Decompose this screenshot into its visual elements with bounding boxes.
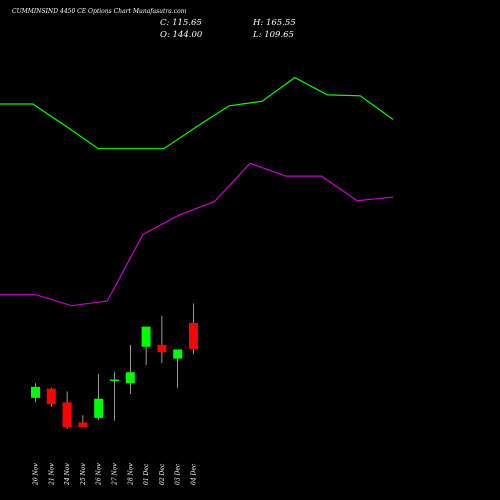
x-tick-label: 20 Nov bbox=[33, 463, 40, 486]
x-tick-label: 21 Nov bbox=[48, 463, 55, 486]
candle bbox=[125, 344, 135, 395]
x-tick-label: 04 Dec bbox=[191, 463, 198, 485]
candle-body bbox=[157, 344, 167, 353]
x-tick-label: 24 Nov bbox=[64, 463, 71, 486]
x-tick-label: 25 Nov bbox=[80, 463, 87, 486]
candle bbox=[46, 387, 56, 407]
candle bbox=[94, 374, 104, 420]
candle bbox=[189, 303, 198, 355]
candle-body bbox=[94, 398, 104, 418]
candle-body bbox=[62, 402, 72, 428]
candle-body bbox=[31, 386, 40, 398]
candle bbox=[157, 315, 167, 364]
candle-body bbox=[125, 372, 135, 384]
candle bbox=[173, 349, 183, 388]
x-tick-label: 01 Dec bbox=[143, 463, 150, 485]
candle-body bbox=[141, 326, 151, 347]
candle bbox=[78, 415, 88, 428]
candle-body bbox=[78, 422, 88, 428]
close-value: C: 115.65 bbox=[160, 18, 202, 28]
candle bbox=[62, 391, 72, 429]
candle bbox=[110, 372, 119, 421]
x-tick-label: 26 Nov bbox=[96, 463, 103, 486]
x-tick-label: 03 Dec bbox=[175, 463, 182, 485]
x-axis-labels: 20 Nov 21 Nov 24 Nov 25 Nov 26 Nov 27 Nov 28 N… bbox=[33, 463, 198, 486]
bands-layer bbox=[0, 76, 394, 307]
x-tick-label: 02 Dec bbox=[159, 463, 166, 485]
candles-layer bbox=[31, 303, 198, 429]
candle-body bbox=[46, 388, 56, 405]
candle bbox=[141, 326, 151, 365]
candle-body bbox=[173, 349, 183, 359]
x-tick-label: 28 Nov bbox=[127, 463, 134, 486]
high-value: H: 165.55 bbox=[253, 18, 296, 28]
chart-title: CUMMINSIND 4450 CE Options Chart Munafas… bbox=[12, 8, 187, 15]
lower-band-line bbox=[0, 162, 394, 307]
candle bbox=[31, 383, 40, 403]
open-value: O: 144.00 bbox=[160, 30, 203, 40]
upper-band-line bbox=[0, 76, 394, 150]
candle-body bbox=[110, 379, 119, 382]
candle-body bbox=[189, 322, 198, 349]
low-value: L: 109.65 bbox=[253, 30, 294, 40]
x-tick-label: 27 Nov bbox=[112, 463, 119, 486]
